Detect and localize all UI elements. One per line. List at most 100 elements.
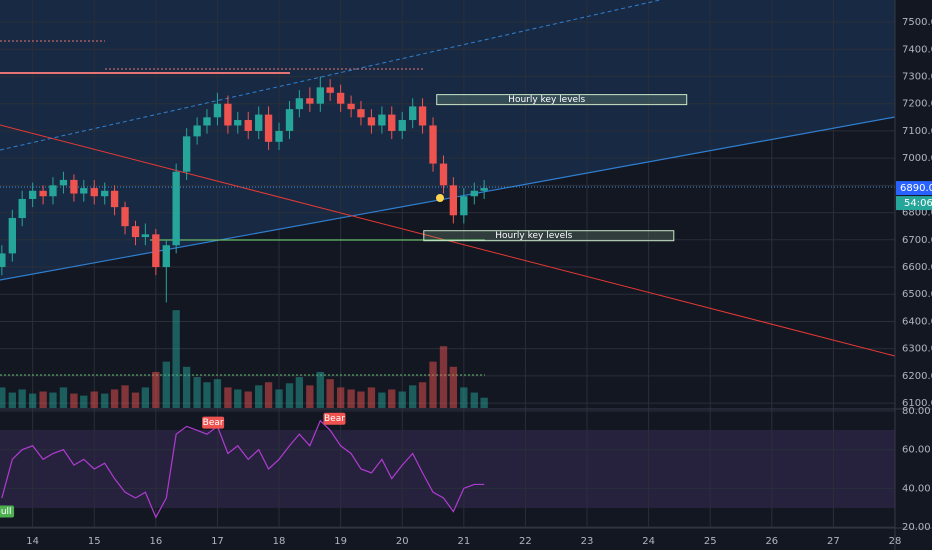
- candle-body: [59, 179, 68, 186]
- candle-body: [101, 190, 109, 197]
- x-tick-label: 16: [149, 536, 162, 547]
- x-tick-label: 25: [704, 536, 717, 547]
- volume-bar: [8, 392, 16, 408]
- candle-body: [439, 163, 448, 186]
- annotation-label: Hourly key levels: [495, 231, 572, 241]
- volume-bar: [409, 385, 417, 408]
- annotation-box: [436, 94, 688, 106]
- channel-fill: [0, 0, 895, 280]
- candle-body: [429, 125, 437, 164]
- candle-body: [8, 218, 16, 254]
- candle-body: [203, 117, 211, 126]
- volume-bar: [347, 389, 355, 408]
- trendline: [0, 116, 896, 281]
- y-tick-label: 6500.0: [902, 289, 932, 300]
- trendline-dashed: [0, 0, 661, 151]
- candle-body: [367, 117, 376, 126]
- volume-bar: [336, 387, 345, 408]
- volume-bar: [39, 391, 47, 408]
- candle-body: [255, 114, 263, 131]
- candle-body: [336, 92, 345, 104]
- volume-bar: [357, 391, 365, 408]
- volume-bar: [172, 310, 180, 408]
- volume-bar: [59, 387, 68, 408]
- candle-body: [275, 130, 283, 142]
- marker: [436, 194, 444, 202]
- volume-bar: [28, 393, 37, 408]
- rsi-tick-label: 80.00: [902, 406, 931, 417]
- candle-body: [90, 188, 98, 197]
- x-tick-label: 20: [396, 536, 409, 547]
- rsi-band: [0, 430, 895, 508]
- volume-bar: [449, 366, 458, 408]
- candle-body: [398, 120, 406, 131]
- signal-tag: [202, 416, 225, 429]
- volume-bar: [326, 379, 334, 408]
- volume-bar: [0, 387, 6, 408]
- candle-body: [326, 87, 334, 93]
- last-price-tag: [896, 181, 932, 196]
- candle-body: [449, 185, 458, 216]
- y-tick-label: 6400.0: [902, 316, 932, 327]
- signal-tag: [0, 505, 15, 518]
- candle-body: [162, 245, 170, 268]
- y-tick-label: 7200.0: [902, 99, 932, 110]
- rsi-tick-label: 20.00: [902, 522, 931, 533]
- volume-bar: [306, 385, 314, 408]
- grid: [0, 0, 896, 528]
- x-tick-label: 28: [889, 536, 902, 547]
- countdown-label: 54:06: [904, 198, 932, 209]
- volume-bar: [70, 393, 78, 408]
- volume-bar: [193, 377, 201, 408]
- candle-body: [213, 103, 222, 118]
- y-tick-label: 7300.0: [902, 71, 932, 82]
- x-tick-label: 19: [334, 536, 347, 547]
- x-tick-label: 27: [827, 536, 840, 547]
- volume-bar: [480, 397, 488, 408]
- candle-body: [28, 190, 37, 199]
- last-price-label: 6890.0: [900, 183, 932, 194]
- volume-bar: [203, 382, 211, 408]
- candle-body: [110, 190, 119, 208]
- volume-bar: [244, 391, 252, 408]
- x-tick-label: 23: [581, 536, 594, 547]
- x-tick-label: 26: [765, 536, 778, 547]
- candle-body: [131, 226, 140, 238]
- volume-bar: [182, 366, 191, 408]
- y-tick-label: 7500.0: [902, 17, 932, 28]
- x-tick-label: 14: [26, 536, 39, 547]
- volume-bar: [439, 346, 448, 408]
- candle-body: [409, 106, 417, 121]
- candle-body: [39, 190, 47, 197]
- volume-bar: [213, 379, 222, 408]
- candle-body: [0, 253, 6, 268]
- rsi-tick-label: 60.00: [902, 445, 931, 456]
- volume-bar: [224, 387, 232, 408]
- volume-bar: [367, 387, 376, 408]
- x-tick-label: 15: [88, 536, 101, 547]
- volume-bar: [264, 382, 273, 408]
- rsi-line: [1, 419, 485, 519]
- candle-body: [49, 185, 57, 197]
- candle-body: [152, 234, 160, 268]
- volume-bar: [255, 385, 263, 408]
- volume-bar: [295, 377, 304, 408]
- volume-bar: [460, 387, 468, 408]
- y-tick-label: 6300.0: [902, 344, 932, 355]
- volume-bar: [470, 392, 478, 408]
- volume-bar: [101, 393, 109, 408]
- signal-label: Bear: [203, 418, 224, 428]
- y-tick-label: 7100.0: [902, 126, 932, 137]
- volume-bar: [141, 387, 150, 408]
- candle-body: [347, 103, 355, 110]
- volume-bar: [234, 389, 242, 408]
- candle-body: [357, 109, 365, 118]
- y-tick-label: 7000.0: [902, 153, 932, 164]
- signal-tag: [323, 412, 346, 425]
- y-tick-label: 7400.0: [902, 44, 932, 55]
- volume-bar: [80, 395, 88, 408]
- rsi-tick-label: 40.00: [902, 483, 931, 494]
- volume-bar: [162, 361, 170, 408]
